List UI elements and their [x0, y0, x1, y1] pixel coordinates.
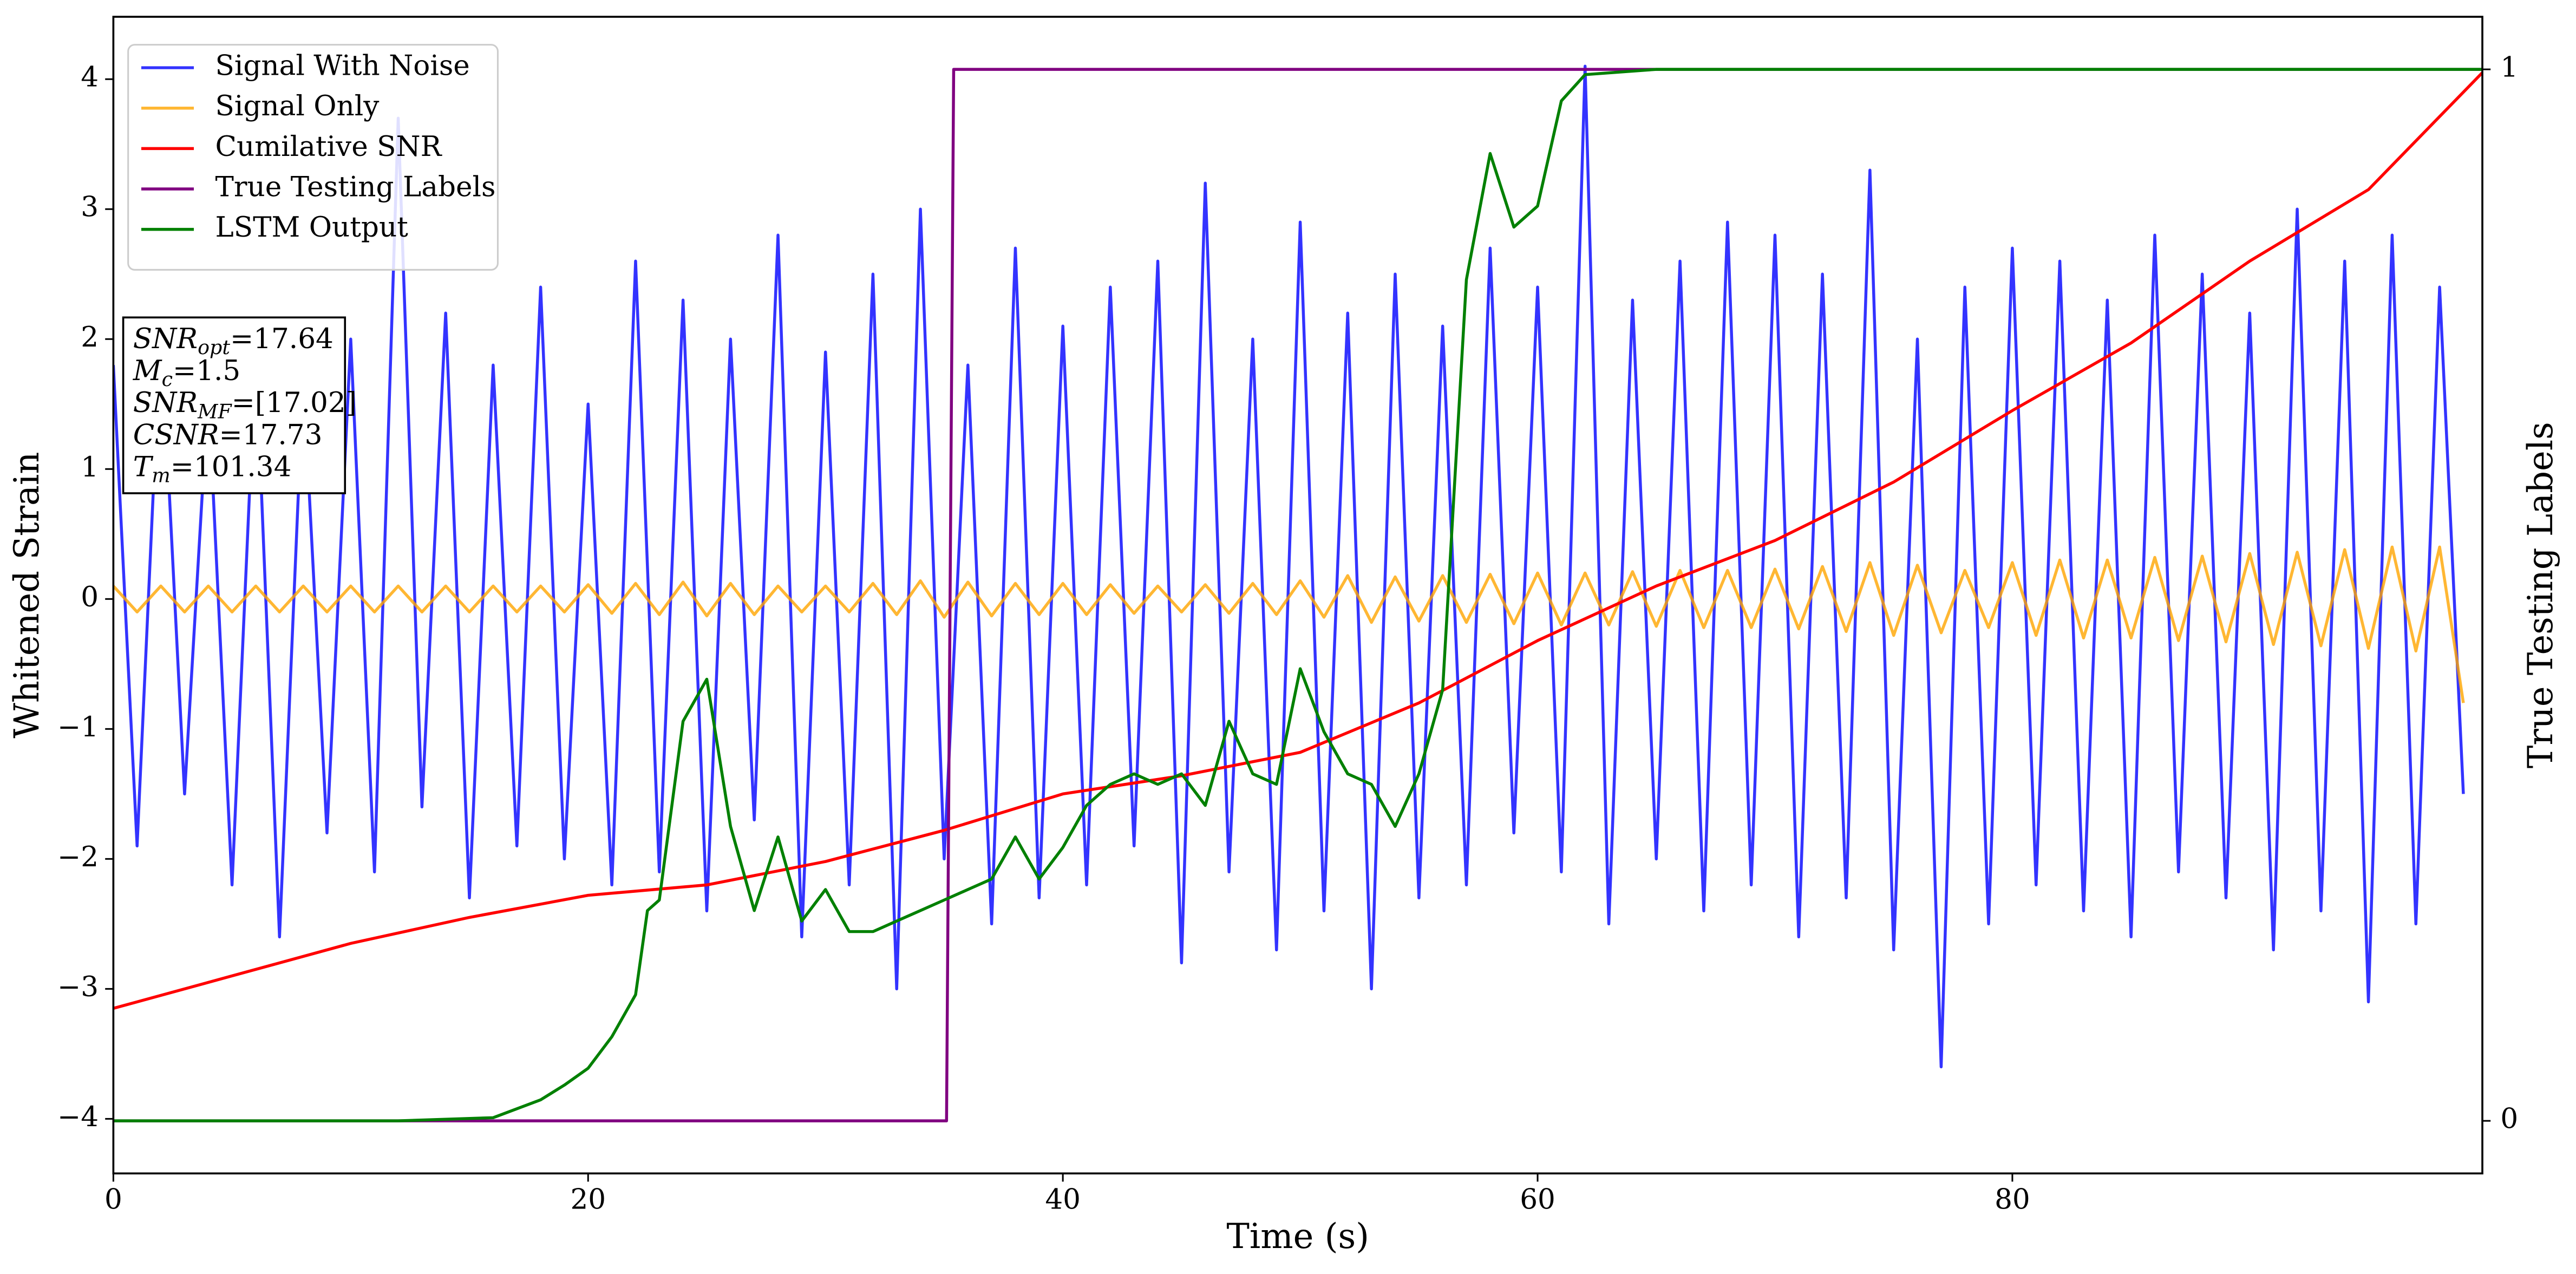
annotation-subscript: m [152, 463, 171, 487]
series-line [113, 68, 2483, 1122]
y-tick-label: 1 [81, 451, 99, 484]
annotation-symbol: CSNR [133, 419, 219, 451]
annotation-subscript: MF [197, 400, 232, 423]
x-tick-label: 60 [1520, 1183, 1555, 1216]
series-line [113, 545, 2465, 703]
x-tick-label: 20 [570, 1183, 606, 1216]
y-tick-label: 3 [81, 191, 99, 224]
annotation-subscript: opt [198, 335, 230, 358]
annotation-value: =[17.02] [232, 387, 357, 419]
annotation-symbol: T [133, 450, 154, 483]
x-axis-label: Time (s) [1226, 1217, 1369, 1257]
y2-tick-label: 0 [2500, 1103, 2518, 1135]
y2-tick-label: 1 [2500, 51, 2518, 84]
y-tick-label: 4 [81, 61, 99, 94]
legend-box [127, 44, 499, 271]
annotation-symbol: SNR [133, 322, 198, 355]
y-tick-label: −1 [57, 711, 99, 743]
annotation-symbol: M [133, 354, 162, 387]
legend-label: Signal With Noise [215, 50, 470, 82]
y-tick-label: 2 [81, 321, 99, 354]
series-line [113, 64, 2465, 1069]
x-tick-label: 80 [1995, 1183, 2030, 1216]
x-tick-label: 40 [1045, 1183, 1081, 1216]
annotation-text: Tm=101.34 [133, 450, 292, 487]
annotation-subscript: c [162, 368, 173, 391]
annotation-value: =1.5 [173, 354, 240, 387]
legend-label: True Testing Labels [215, 171, 496, 204]
annotation-text: SNRopt=17.64 [133, 322, 334, 358]
y-tick-label: −3 [57, 971, 99, 1003]
annotation-text: CSNR=17.73 [133, 419, 323, 451]
annotation-value: =17.64 [230, 322, 334, 355]
y-tick-label: 0 [81, 581, 99, 613]
annotation-value: =17.73 [219, 419, 323, 451]
plot-frame [112, 16, 2483, 1175]
y-tick-label: −4 [57, 1101, 99, 1133]
annotation-text: Mc=1.5 [133, 354, 240, 390]
x-tick-label: 0 [104, 1183, 122, 1216]
series-line [113, 71, 2483, 1010]
y2-axis-label: True Testing Labels [2521, 422, 2561, 768]
annotation-symbol: SNR [133, 387, 198, 419]
y-axis-label: Whitened Strain [7, 452, 47, 739]
legend-label: Cumilative SNR [215, 130, 443, 163]
annotation-box [122, 316, 346, 494]
y-tick-label: −2 [57, 841, 99, 873]
annotation-value: =101.34 [171, 450, 292, 483]
legend-label: Signal Only [215, 90, 380, 122]
annotation-text: SNRMF=[17.02] [133, 387, 357, 423]
legend-label: LSTM Output [215, 211, 409, 244]
